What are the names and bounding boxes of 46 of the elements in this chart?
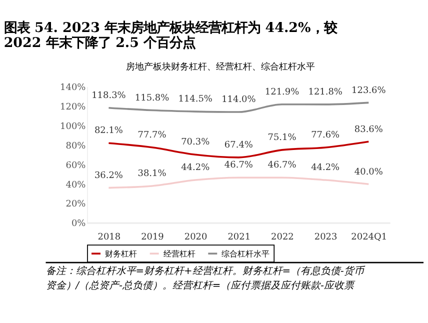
text: 121.9% — [264, 87, 300, 98]
text: 118.3% — [92, 90, 126, 101]
text: 114.5% — [178, 94, 212, 105]
text: 75.1% — [268, 133, 296, 144]
text: 36.2% — [94, 170, 123, 181]
y-tick-label: 40% — [66, 180, 86, 190]
text: 图表 54. 2023 年末房地产板块经营杠杆为 44.2%，较 — [4, 20, 337, 36]
legend-label: 综合杠杆水平 — [222, 249, 270, 258]
text: 123.6% — [352, 86, 386, 96]
text: 77.6% — [311, 130, 340, 141]
text: 82.1% — [94, 126, 123, 136]
text: 38.1% — [138, 169, 166, 180]
text: 资金）/（总资产-总负债）。经营杠杆=（应付票据及应付账款-应收票 — [46, 280, 356, 292]
text: 2022 年末下降了 2.5 个百分点 — [4, 35, 196, 52]
legend-label: 财务杠杆 — [104, 249, 137, 258]
text: 70.3% — [181, 138, 210, 148]
text: 46.7% — [268, 160, 296, 171]
text: 44.2% — [181, 163, 210, 174]
text: 77.7% — [138, 130, 166, 141]
y-tick-label: 60% — [66, 160, 86, 171]
legend-label: 经营杠杆 — [163, 249, 196, 258]
text: 44.2% — [311, 163, 340, 174]
text: 114.0% — [222, 95, 256, 106]
chart-subtitle: 房地产板块财务杠杆、经营杠杆、综合杠杆水平 — [126, 62, 316, 73]
y-tick-label: 100% — [60, 122, 86, 132]
y-tick-label: 0% — [71, 219, 86, 230]
y-tick-label: 20% — [66, 200, 86, 210]
text: 67.4% — [224, 140, 253, 151]
y-tick-label: 80% — [66, 141, 86, 152]
x-tick-label: 2019 — [141, 232, 164, 243]
x-tick-label: 2023 — [314, 232, 338, 243]
x-tick-label: 2018 — [98, 232, 121, 243]
x-tick-label: 2022 — [271, 232, 294, 243]
text: 40.0% — [354, 167, 383, 178]
text: 备注：综合杠杆水平=财务杠杆+经营杠杆。财务杠杆=（有息负债-货币 — [46, 265, 366, 278]
x-tick-label: 2024Q1 — [351, 232, 388, 243]
y-tick-label: 120% — [60, 102, 86, 112]
text: 46.7% — [224, 160, 253, 171]
y-tick-label: 140% — [60, 82, 86, 93]
text: 115.8% — [134, 93, 170, 104]
x-tick-label: 2021 — [228, 232, 251, 243]
text: 83.6% — [354, 124, 383, 135]
text: 121.8% — [308, 88, 342, 98]
line-series — [108, 176, 370, 189]
x-tick-label: 2020 — [184, 232, 208, 243]
line-series — [108, 102, 370, 113]
